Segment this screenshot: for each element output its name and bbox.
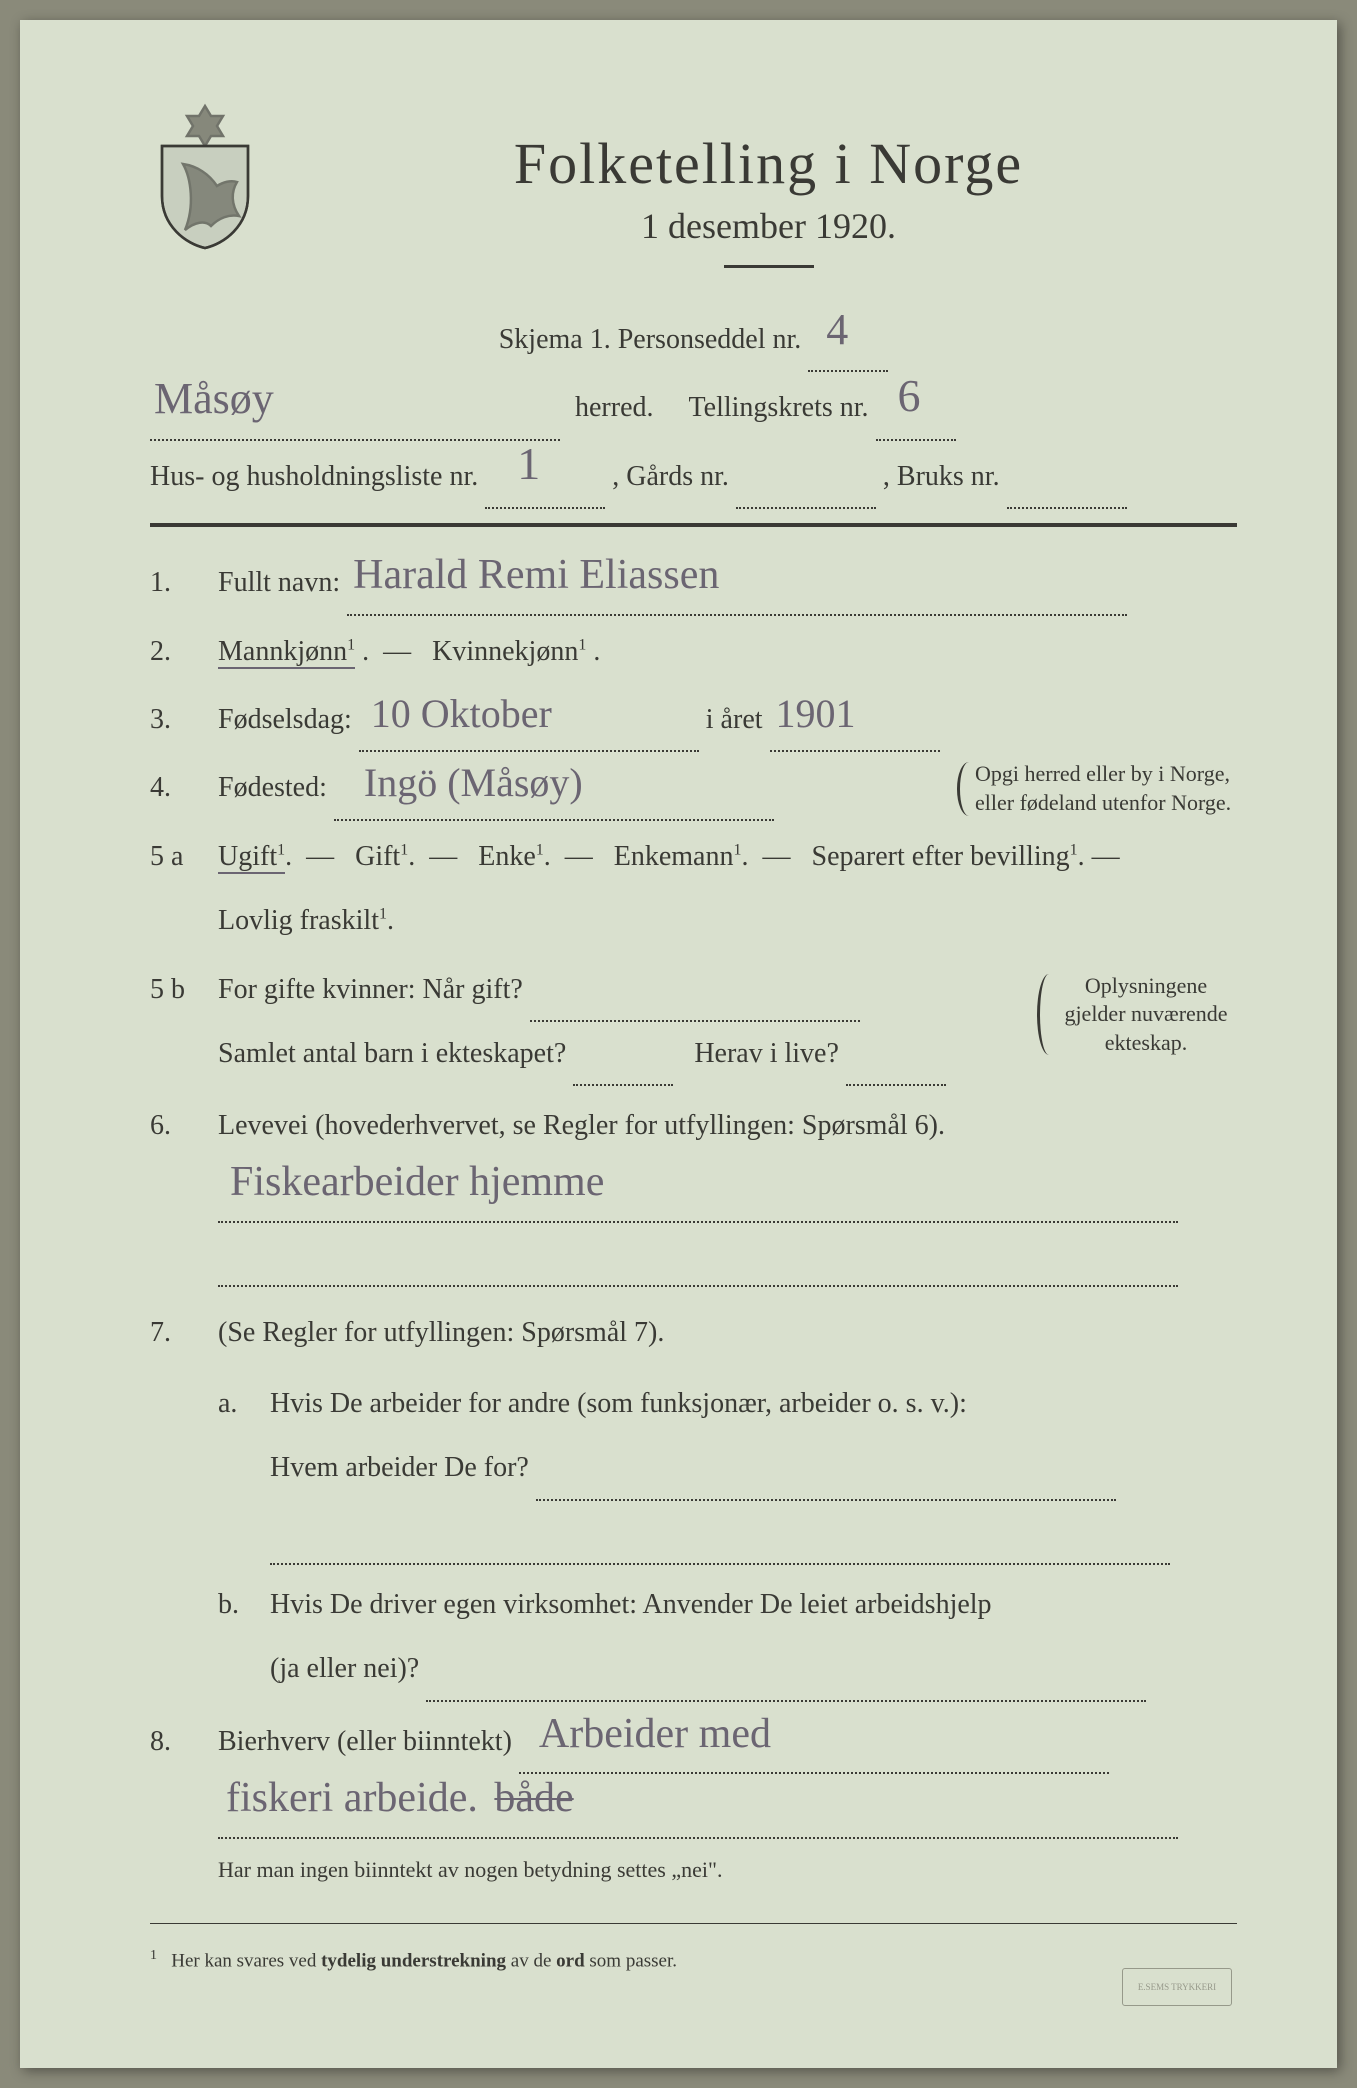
main-title: Folketelling i Norge xyxy=(300,130,1237,197)
q2: 2. Mannkjønn1 . — Kvinnekjønn1 . xyxy=(150,620,1237,684)
q4: 4. Fødested: Ingö (Måsøy) Opgi herred el… xyxy=(150,756,1237,820)
q4-note: Opgi herred eller by i Norge, eller føde… xyxy=(957,760,1237,817)
kvinnekjonn: Kvinnekjønn1 xyxy=(432,636,586,667)
levevei: Fiskearbeider hjemme xyxy=(230,1134,604,1231)
tellingskrets-nr: 6 xyxy=(898,343,921,449)
opt-enkemann: Enkemann1 xyxy=(614,841,742,872)
q8: 8. Bierhverv (eller biinntekt) Arbeider … xyxy=(150,1710,1237,1895)
personseddel-nr: 4 xyxy=(826,279,848,380)
mannkjonn-selected: Mannkjønn1 xyxy=(218,636,355,669)
opt-ugift: Ugift1 xyxy=(218,841,285,874)
archive-stamp: E.SEMS TRYKKERI xyxy=(1122,1968,1232,2006)
bierhverv-struck: både xyxy=(494,1775,573,1821)
bierhverv-l2: fiskeri arbeide. både xyxy=(226,1750,574,1847)
q6: 6. Levevei (hovederhvervet, se Regler fo… xyxy=(150,1094,1237,1287)
fodselsaar: 1901 xyxy=(776,668,856,760)
footnote: 1 Her kan svares ved tydelig understrekn… xyxy=(150,1948,1237,1972)
q8-note: Har man ingen biinntekt av nogen betydni… xyxy=(218,1845,1237,1896)
subtitle: 1 desember 1920. xyxy=(300,205,1237,247)
q3: 3. Fødselsdag: 10 Oktober i året 1901 xyxy=(150,688,1237,752)
footnote-rule xyxy=(150,1923,1237,1924)
opt-separert: Separert efter bevilling1 xyxy=(812,841,1078,872)
fullt-navn: Harald Remi Eliassen xyxy=(353,527,719,624)
line-personseddel: Skjema 1. Personseddel nr. 4 xyxy=(150,308,1237,372)
q5b: 5 b For gifte kvinner: Når gift? Samlet … xyxy=(150,958,1237,1087)
title-block: Folketelling i Norge 1 desember 1920. xyxy=(300,110,1237,298)
opt-enke: Enke1 xyxy=(478,841,544,872)
q5a: 5 a Ugift1. — Gift1. — Enke1. — Enkemann… xyxy=(150,825,1237,954)
opt-gift: Gift1 xyxy=(355,841,408,872)
hus-nr: 1 xyxy=(517,411,540,517)
title-rule xyxy=(724,265,814,268)
opt-fraskilt: Lovlig fraskilt1 xyxy=(218,905,387,936)
line-herred: Måsøy herred. Tellingskrets nr. 6 xyxy=(150,376,1237,440)
coat-of-arms-icon xyxy=(150,100,260,250)
fodested: Ingö (Måsøy) xyxy=(364,737,583,829)
bierhverv-l1: Arbeider med xyxy=(539,1686,771,1783)
header: Folketelling i Norge 1 desember 1920. xyxy=(150,110,1237,298)
q7: 7. (Se Regler for utfyllingen: Spørsmål … xyxy=(150,1301,1237,1701)
q1: 1. Fullt navn: Harald Remi Eliassen xyxy=(150,551,1237,615)
herred: Måsøy xyxy=(154,348,274,449)
line-hus: Hus- og husholdningsliste nr. 1 , Gårds … xyxy=(150,445,1237,509)
q5b-note: Oplysningene gjelder nuværende ekteskap. xyxy=(1037,972,1237,1058)
census-form-page: Folketelling i Norge 1 desember 1920. Sk… xyxy=(20,20,1337,2068)
